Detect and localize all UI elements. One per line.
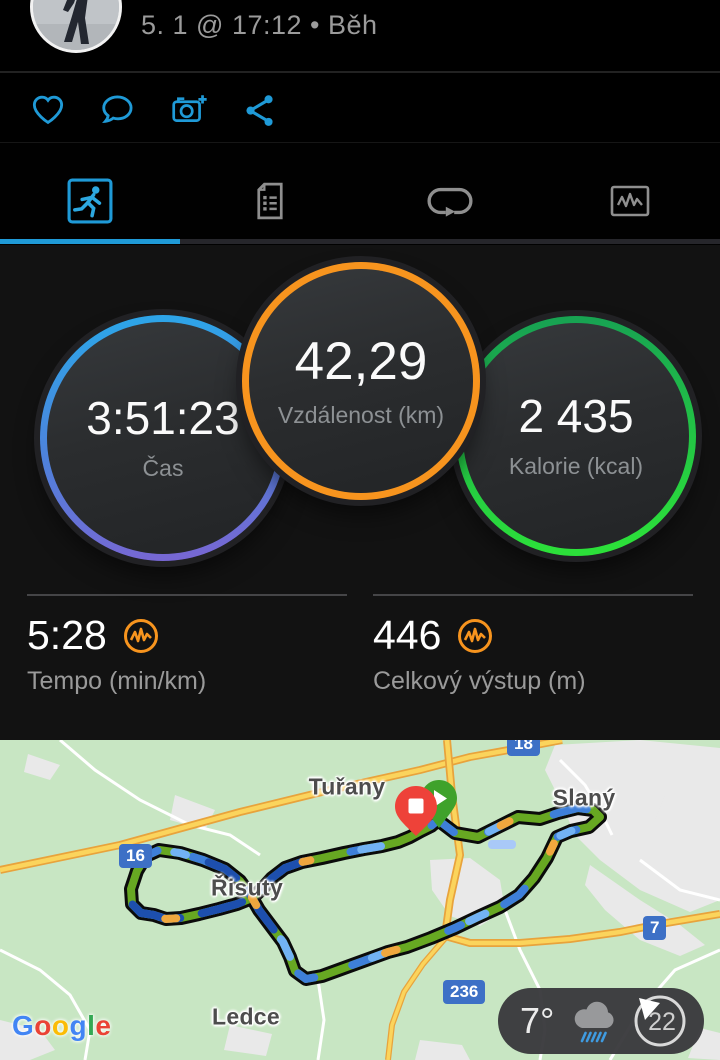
document-icon (257, 182, 283, 220)
water-segment (488, 840, 516, 849)
calories-value: 2 435 (518, 389, 634, 442)
temperature-value: 7° (520, 1000, 555, 1041)
runner-icon (67, 178, 113, 224)
elevation-value: 446 (373, 612, 442, 658)
distance-value: 42,29 (294, 331, 428, 391)
pace-gauge-icon (123, 618, 158, 653)
road-badge-7: 7 (643, 916, 667, 941)
time-label: Čas (142, 455, 184, 482)
chart-icon (610, 185, 650, 217)
route-track (124, 801, 607, 986)
pace-label: Tempo (min/km) (27, 667, 207, 695)
comment-button[interactable] (99, 90, 139, 130)
time-value: 3:51:23 (86, 391, 240, 444)
social-action-bar (0, 71, 720, 142)
rain-cloud-icon (574, 1001, 614, 1043)
add-photo-button[interactable] (169, 90, 209, 130)
calories-label: Kalorie (kcal) (508, 453, 644, 480)
activity-title: 5. 1 @ 17:12 • Běh (141, 10, 378, 40)
map-label-ledce: Ledce (212, 1003, 280, 1030)
elevation-label: Celkový výstup (m) (373, 667, 586, 695)
tab-details[interactable] (180, 171, 360, 231)
tab-laps[interactable] (360, 171, 540, 231)
stat-pace: 5:28 Tempo (min/km) (27, 594, 347, 696)
wind-speed-value: 22 (648, 1008, 676, 1036)
gauge-calories: 2 435 Kalorie (kcal) (456, 316, 696, 556)
route-map[interactable]: Tuřany Slaný Řisuty Ledce 18 16 7 236 7° (0, 740, 720, 1060)
camera-plus-icon (172, 95, 207, 122)
gauge-time: 3:51:23 Čas (40, 315, 286, 561)
map-label-turany: Tuřany (308, 773, 386, 800)
like-button[interactable] (29, 90, 69, 130)
heart-icon (32, 95, 64, 125)
summary-section: 3:51:23 Čas 2 435 Kalorie (kcal) 42,29 V… (0, 245, 720, 740)
tab-charts[interactable] (540, 171, 720, 231)
map-canvas (0, 740, 720, 1060)
road-badge-16: 16 (119, 844, 152, 869)
distance-label: Vzdálenost (km) (277, 402, 445, 429)
share-button[interactable] (241, 90, 281, 130)
share-icon (246, 95, 273, 126)
activity-tab-bar (0, 142, 720, 245)
tab-indicator-active (0, 239, 180, 244)
road-badge-18: 18 (507, 740, 540, 757)
elevation-gauge-icon (458, 618, 493, 653)
stop-marker-icon (395, 786, 437, 836)
stat-elevation: 446 Celkový výstup (m) (373, 594, 693, 696)
weather-widget: 7° 22 (498, 988, 704, 1054)
lap-icon (427, 187, 473, 217)
road-badge-236: 236 (443, 980, 486, 1005)
tab-indicator-track (0, 239, 720, 244)
avatar[interactable] (30, 0, 122, 53)
gauge-distance: 42,29 Vzdálenost (km) (242, 262, 480, 500)
runner-photo (33, 0, 119, 50)
activity-header: 5. 1 @ 17:12 • Běh (0, 0, 720, 71)
comment-icon (102, 95, 133, 123)
google-logo: Google (12, 1010, 112, 1041)
tab-stats[interactable] (0, 171, 180, 231)
map-label-risuty: Řisuty (210, 874, 284, 901)
wind-direction-icon: 22 (634, 995, 686, 1047)
map-label-slany: Slaný (552, 784, 616, 811)
pace-value: 5:28 (27, 612, 107, 658)
